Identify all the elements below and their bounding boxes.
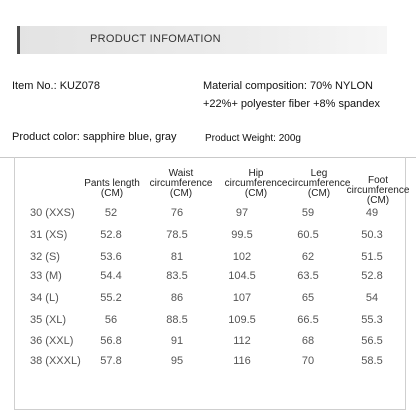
hip-cell: 116 [233, 355, 251, 367]
header-unit: (CM) [244, 188, 268, 199]
header-line: Leg [310, 168, 328, 179]
header-unit: (CM) [366, 195, 390, 206]
leg-cell: 60.5 [297, 229, 319, 241]
header-unit: (CM) [307, 188, 331, 199]
hip-cell: 104.5 [228, 270, 256, 282]
size-cell: 31 (XS) [30, 229, 68, 241]
header-line: circumference [346, 185, 410, 196]
size-cell: 30 (XXS) [30, 207, 75, 219]
header-line: circumference [149, 178, 213, 189]
hip-cell: 97 [235, 207, 249, 219]
leg-cell: 66.5 [297, 314, 319, 326]
pants-length-cell: 52 [104, 207, 118, 219]
header-bar [17, 26, 387, 54]
size-cell: 32 (S) [30, 251, 60, 263]
header-line: circumference [224, 178, 288, 189]
header-title: PRODUCT INFOMATION [90, 33, 221, 45]
product-weight: Product Weight: 200g [205, 133, 301, 144]
leg-cell: 63.5 [297, 270, 319, 282]
waist-cell: 95 [170, 355, 184, 367]
waist-cell: 83.5 [166, 270, 188, 282]
header-line: Waist [168, 168, 194, 179]
foot-cell: 51.5 [361, 251, 383, 263]
header-line: Pants length [84, 178, 140, 189]
waist-cell: 91 [170, 335, 184, 347]
size-cell: 33 (M) [30, 270, 62, 282]
material-line-1: Material composition: 70% NYLON [203, 80, 373, 92]
hip-cell: 102 [232, 251, 252, 263]
pants-length-cell: 54.4 [100, 270, 122, 282]
header-accent [17, 26, 20, 54]
header-pants-length: Pants length (CM) [80, 179, 144, 199]
product-color: Product color: sapphire blue, gray [12, 131, 177, 143]
pants-length-cell: 57.8 [100, 355, 122, 367]
product-weight-value: 200g [278, 133, 301, 144]
foot-cell: 58.5 [361, 355, 383, 367]
item-number-label: Item No.: [12, 80, 57, 92]
leg-cell: 65 [301, 292, 315, 304]
pants-length-cell: 53.6 [100, 251, 122, 263]
leg-cell: 70 [301, 355, 315, 367]
foot-cell: 55.3 [361, 314, 383, 326]
product-color-value: sapphire blue, gray [82, 131, 177, 143]
leg-cell: 62 [301, 251, 315, 263]
foot-cell: 49 [365, 207, 379, 219]
leg-cell: 68 [301, 335, 315, 347]
item-number-value: KUZ078 [59, 80, 101, 92]
header-line: Foot [367, 175, 388, 186]
header-unit: (CM) [100, 188, 124, 199]
pants-length-cell: 56.8 [100, 335, 122, 347]
size-table-frame [14, 157, 406, 410]
waist-cell: 88.5 [166, 314, 188, 326]
header-unit: (CM) [169, 188, 193, 199]
product-color-label: Product color: [12, 131, 80, 143]
header-hip: Hip circumference (CM) [220, 169, 292, 199]
size-cell: 36 (XXL) [30, 335, 74, 347]
header-foot: Foot circumference (CM) [342, 176, 414, 206]
item-number: Item No.: KUZ078 [12, 80, 100, 92]
header-waist: Waist circumference (CM) [145, 169, 217, 199]
size-cell: 35 (XL) [30, 314, 67, 326]
hip-cell: 112 [233, 335, 251, 347]
material-line-2: +22%+ polyester fiber +8% spandex [203, 98, 381, 110]
foot-cell: 50.3 [361, 229, 383, 241]
foot-cell: 54 [365, 292, 379, 304]
waist-cell: 78.5 [166, 229, 188, 241]
size-cell: 34 (L) [30, 292, 59, 304]
pants-length-cell: 52.8 [100, 229, 122, 241]
foot-cell: 52.8 [361, 270, 383, 282]
waist-cell: 86 [170, 292, 184, 304]
pants-length-cell: 56 [104, 314, 118, 326]
hip-cell: 99.5 [231, 229, 253, 241]
header-leg: Leg circumference (CM) [283, 169, 355, 199]
hip-cell: 109.5 [228, 314, 256, 326]
header-line: circumference [287, 178, 351, 189]
size-cell: 38 (XXXL) [30, 355, 81, 367]
header-line: Hip [248, 168, 264, 179]
leg-cell: 59 [301, 207, 315, 219]
foot-cell: 56.5 [361, 335, 383, 347]
waist-cell: 76 [170, 207, 184, 219]
pants-length-cell: 55.2 [100, 292, 122, 304]
waist-cell: 81 [170, 251, 184, 263]
divider [0, 157, 416, 158]
hip-cell: 107 [232, 292, 252, 304]
product-weight-label: Product Weight: [205, 133, 276, 144]
